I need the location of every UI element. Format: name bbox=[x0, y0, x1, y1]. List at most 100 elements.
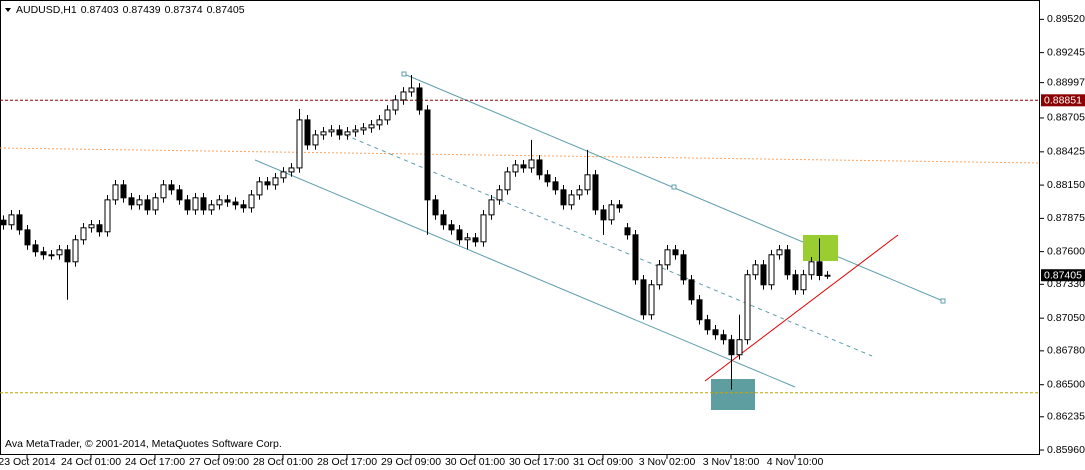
x-tick-label: 30 Oct 17:00 bbox=[509, 456, 569, 468]
candle-body bbox=[280, 171, 287, 179]
x-tick-label: 24 Oct 01:00 bbox=[61, 456, 121, 468]
candle-body bbox=[8, 214, 15, 226]
candle-body bbox=[192, 197, 199, 211]
candle-body bbox=[448, 224, 455, 231]
candle-body bbox=[152, 197, 159, 211]
candle-body bbox=[800, 274, 807, 291]
menu-arrow[interactable] bbox=[5, 8, 11, 12]
watermark: Ava MetaTrader, © 2001-2014, MetaQuotes … bbox=[5, 438, 282, 450]
candle-body bbox=[408, 87, 415, 93]
support-line bbox=[704, 234, 899, 382]
y-tick-label: 0.88425 bbox=[1047, 146, 1085, 158]
y-tick-label: 0.86235 bbox=[1047, 411, 1085, 423]
candle-body bbox=[568, 194, 575, 206]
candle-body bbox=[616, 204, 623, 209]
candle-body bbox=[720, 334, 727, 341]
x-tick-label: 24 Oct 17:00 bbox=[125, 456, 185, 468]
candle-body bbox=[424, 109, 431, 201]
candle-body bbox=[672, 249, 679, 256]
candle-body bbox=[440, 214, 447, 226]
price-tag bbox=[1041, 269, 1085, 282]
x-tick-label: 28 Oct 01:00 bbox=[253, 456, 313, 468]
x-tick-label: 23 Oct 2014 bbox=[0, 456, 56, 468]
candle-body bbox=[376, 119, 383, 126]
candle-body bbox=[744, 274, 751, 341]
candle-body bbox=[64, 249, 71, 263]
highlight-box bbox=[803, 235, 838, 261]
candle-body bbox=[552, 181, 559, 191]
candle-body bbox=[392, 99, 399, 111]
candle-body bbox=[496, 189, 503, 201]
header-price: 0.87405 bbox=[207, 4, 245, 16]
y-tick-label: 0.87600 bbox=[1047, 245, 1085, 257]
candle-body bbox=[176, 189, 183, 201]
header-price: 0.87403 bbox=[81, 4, 119, 16]
y-tick-label: 0.88705 bbox=[1047, 112, 1085, 124]
candle-body bbox=[72, 239, 79, 263]
candle-body bbox=[400, 91, 407, 101]
candle-body bbox=[464, 237, 471, 241]
candle-body bbox=[0, 219, 7, 226]
candle-body bbox=[536, 159, 543, 176]
candle-body bbox=[528, 159, 535, 169]
candle-body bbox=[456, 229, 463, 241]
candle-body bbox=[16, 214, 23, 231]
candle-body bbox=[144, 199, 151, 211]
candle-body bbox=[480, 214, 487, 243]
highlight-box bbox=[711, 379, 755, 410]
candle-body bbox=[736, 339, 743, 356]
plot-frame bbox=[0, 0, 1040, 455]
candle-body bbox=[696, 299, 703, 321]
candle-body bbox=[120, 184, 127, 199]
candle-body bbox=[312, 134, 319, 146]
candle-body bbox=[608, 204, 615, 221]
candle-body bbox=[680, 254, 687, 281]
header-price: 0.87439 bbox=[123, 4, 161, 16]
candle-body bbox=[104, 199, 111, 233]
candle-body bbox=[560, 189, 567, 206]
candle-body bbox=[136, 199, 143, 206]
trend-line bbox=[0, 147, 1041, 164]
candle-body bbox=[520, 164, 527, 169]
candle-body bbox=[320, 131, 327, 136]
price-tag-label: 0.87405 bbox=[1044, 270, 1082, 282]
candle-body bbox=[160, 184, 167, 199]
candle-body bbox=[216, 199, 223, 206]
y-tick-label: 0.85960 bbox=[1047, 444, 1085, 456]
candle-body bbox=[768, 254, 775, 286]
y-tick-label: 0.87050 bbox=[1047, 312, 1085, 324]
candle-body bbox=[352, 129, 359, 133]
y-tick-label: 0.88150 bbox=[1047, 179, 1085, 191]
candle-body bbox=[304, 119, 311, 146]
candle-body bbox=[760, 264, 767, 286]
candle-body bbox=[808, 261, 815, 276]
header-price: 0.87374 bbox=[165, 4, 203, 16]
x-tick-label: 27 Oct 09:00 bbox=[189, 456, 249, 468]
candle-body bbox=[776, 249, 783, 256]
candle-body bbox=[712, 329, 719, 336]
candle-body bbox=[824, 274, 831, 277]
candle-body bbox=[384, 109, 391, 121]
candle-body bbox=[328, 129, 335, 133]
candle-body bbox=[664, 249, 671, 266]
candle-body bbox=[368, 124, 375, 129]
y-tick-label: 0.87875 bbox=[1047, 212, 1085, 224]
y-tick-label: 0.88997 bbox=[1047, 76, 1085, 88]
candle-body bbox=[112, 184, 119, 201]
x-tick-label: 29 Oct 09:00 bbox=[381, 456, 441, 468]
y-tick-label: 0.86500 bbox=[1047, 378, 1085, 390]
candle-body bbox=[688, 279, 695, 301]
candle-body bbox=[816, 261, 823, 276]
candle-body bbox=[232, 201, 239, 206]
candle-body bbox=[592, 174, 599, 211]
candles bbox=[0, 75, 1040, 394]
candle-body bbox=[632, 234, 639, 281]
candle-body bbox=[128, 197, 135, 206]
candle-body bbox=[80, 227, 87, 241]
candle-body bbox=[488, 199, 495, 216]
candle-body bbox=[416, 87, 423, 111]
candle-body bbox=[296, 119, 303, 169]
candle-body bbox=[96, 224, 103, 233]
candle-body bbox=[648, 284, 655, 316]
candle-body bbox=[264, 181, 271, 186]
